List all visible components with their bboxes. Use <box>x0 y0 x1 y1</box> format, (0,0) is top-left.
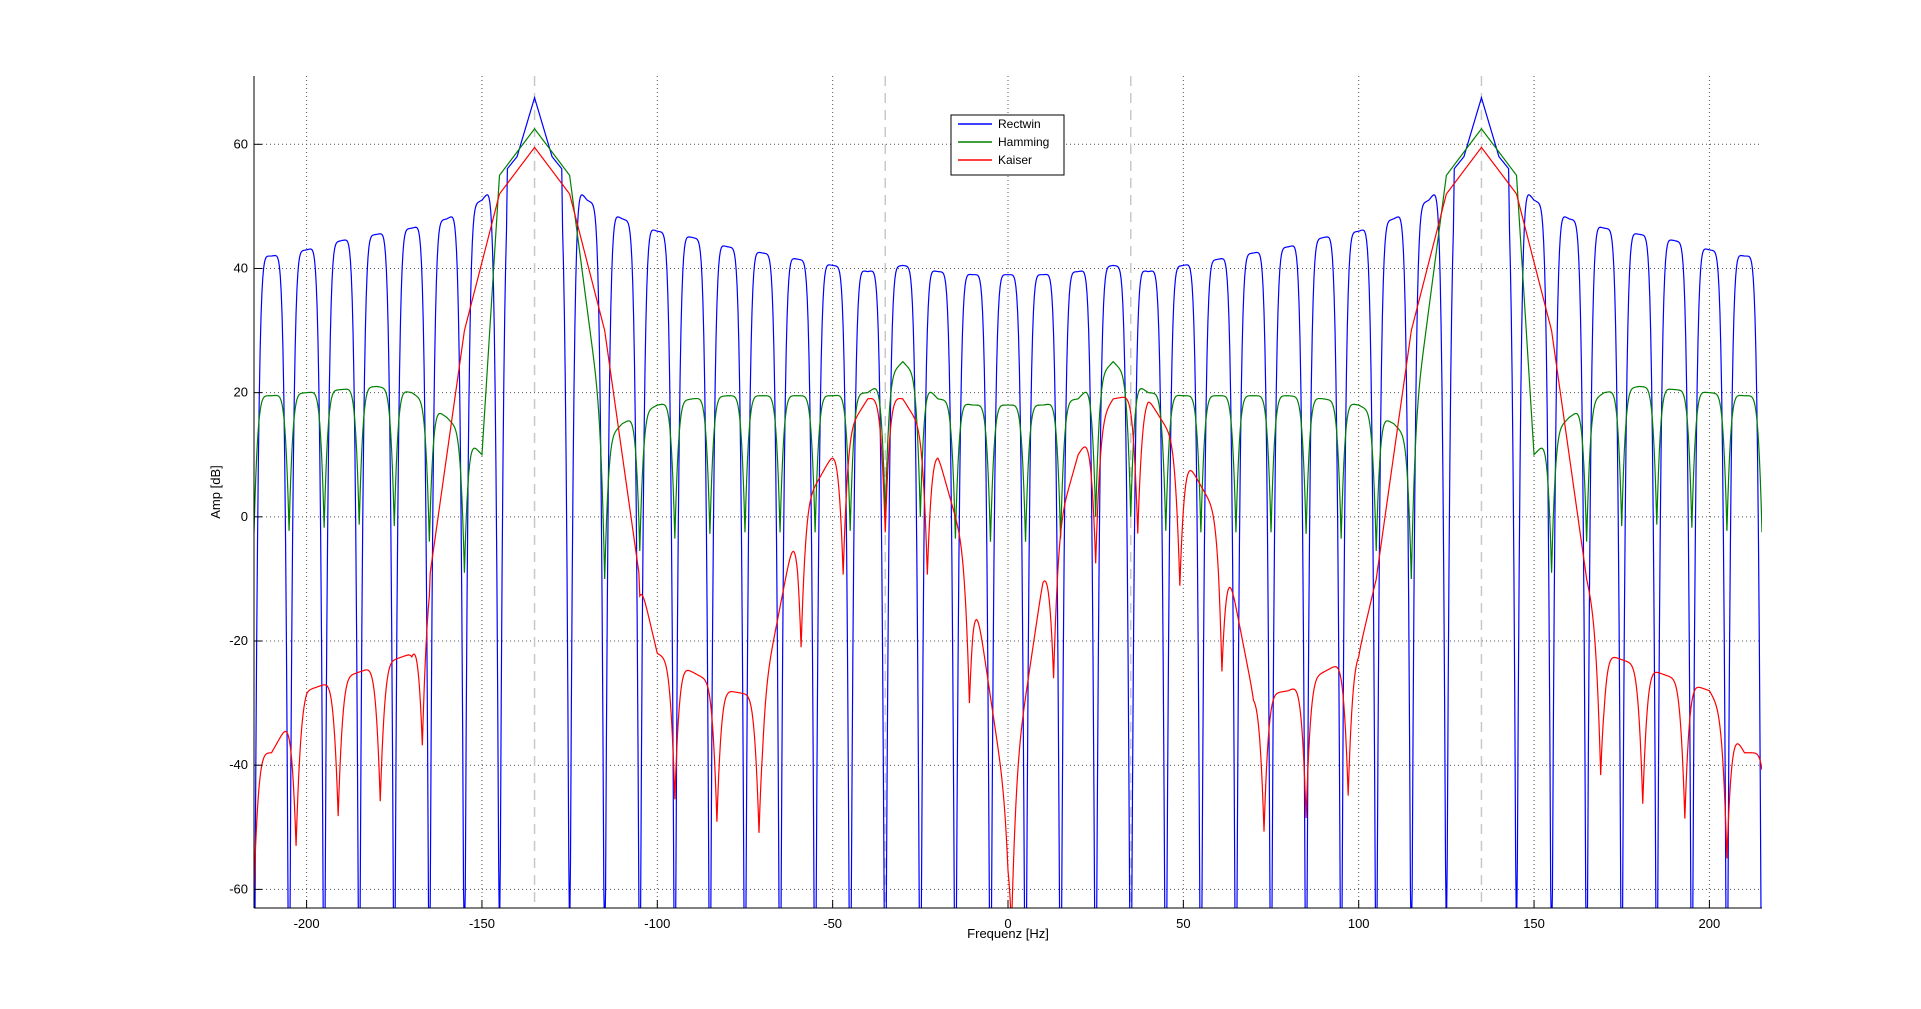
x-ticks: -200 -150 -100 -50 0 50 100 150 200 <box>294 900 1721 931</box>
series-line-rectwin <box>254 95 1762 908</box>
x-tick-label: -200 <box>294 916 320 931</box>
x-tick-label: -50 <box>823 916 842 931</box>
y-tick-label: -40 <box>229 757 248 772</box>
legend-label-kaiser: Kaiser <box>998 153 1032 167</box>
x-tick-label: 200 <box>1699 916 1721 931</box>
y-tick-label: -20 <box>229 633 248 648</box>
y-tick-label: 40 <box>234 260 248 275</box>
y-tick-label: -60 <box>229 881 248 896</box>
y-tick-label: 0 <box>241 509 248 524</box>
y-ticks: -60 -40 -20 0 20 40 60 <box>229 136 262 896</box>
series-layer <box>254 95 1762 908</box>
x-tick-label: 0 <box>1004 916 1011 931</box>
series-line-kaiser <box>254 146 1762 908</box>
y-tick-label: 20 <box>234 385 248 400</box>
x-tick-label: 150 <box>1523 916 1545 931</box>
y-tick-label: 60 <box>234 136 248 151</box>
legend-label-hamming: Hamming <box>998 135 1049 149</box>
legend-box <box>950 114 1065 176</box>
legend: Rectwin Hamming Kaiser <box>950 114 1065 176</box>
x-tick-label: -100 <box>644 916 670 931</box>
legend-label-rectwin: Rectwin <box>998 117 1041 131</box>
x-tick-label: 100 <box>1348 916 1370 931</box>
y-axis-label: Amp [dB] <box>208 465 223 518</box>
reference-lines <box>533 76 1483 908</box>
series-line-hamming <box>254 127 1762 579</box>
x-axis-label: Frequenz [Hz] <box>967 926 1049 941</box>
x-tick-label: 50 <box>1176 916 1190 931</box>
x-tick-label: -150 <box>469 916 495 931</box>
